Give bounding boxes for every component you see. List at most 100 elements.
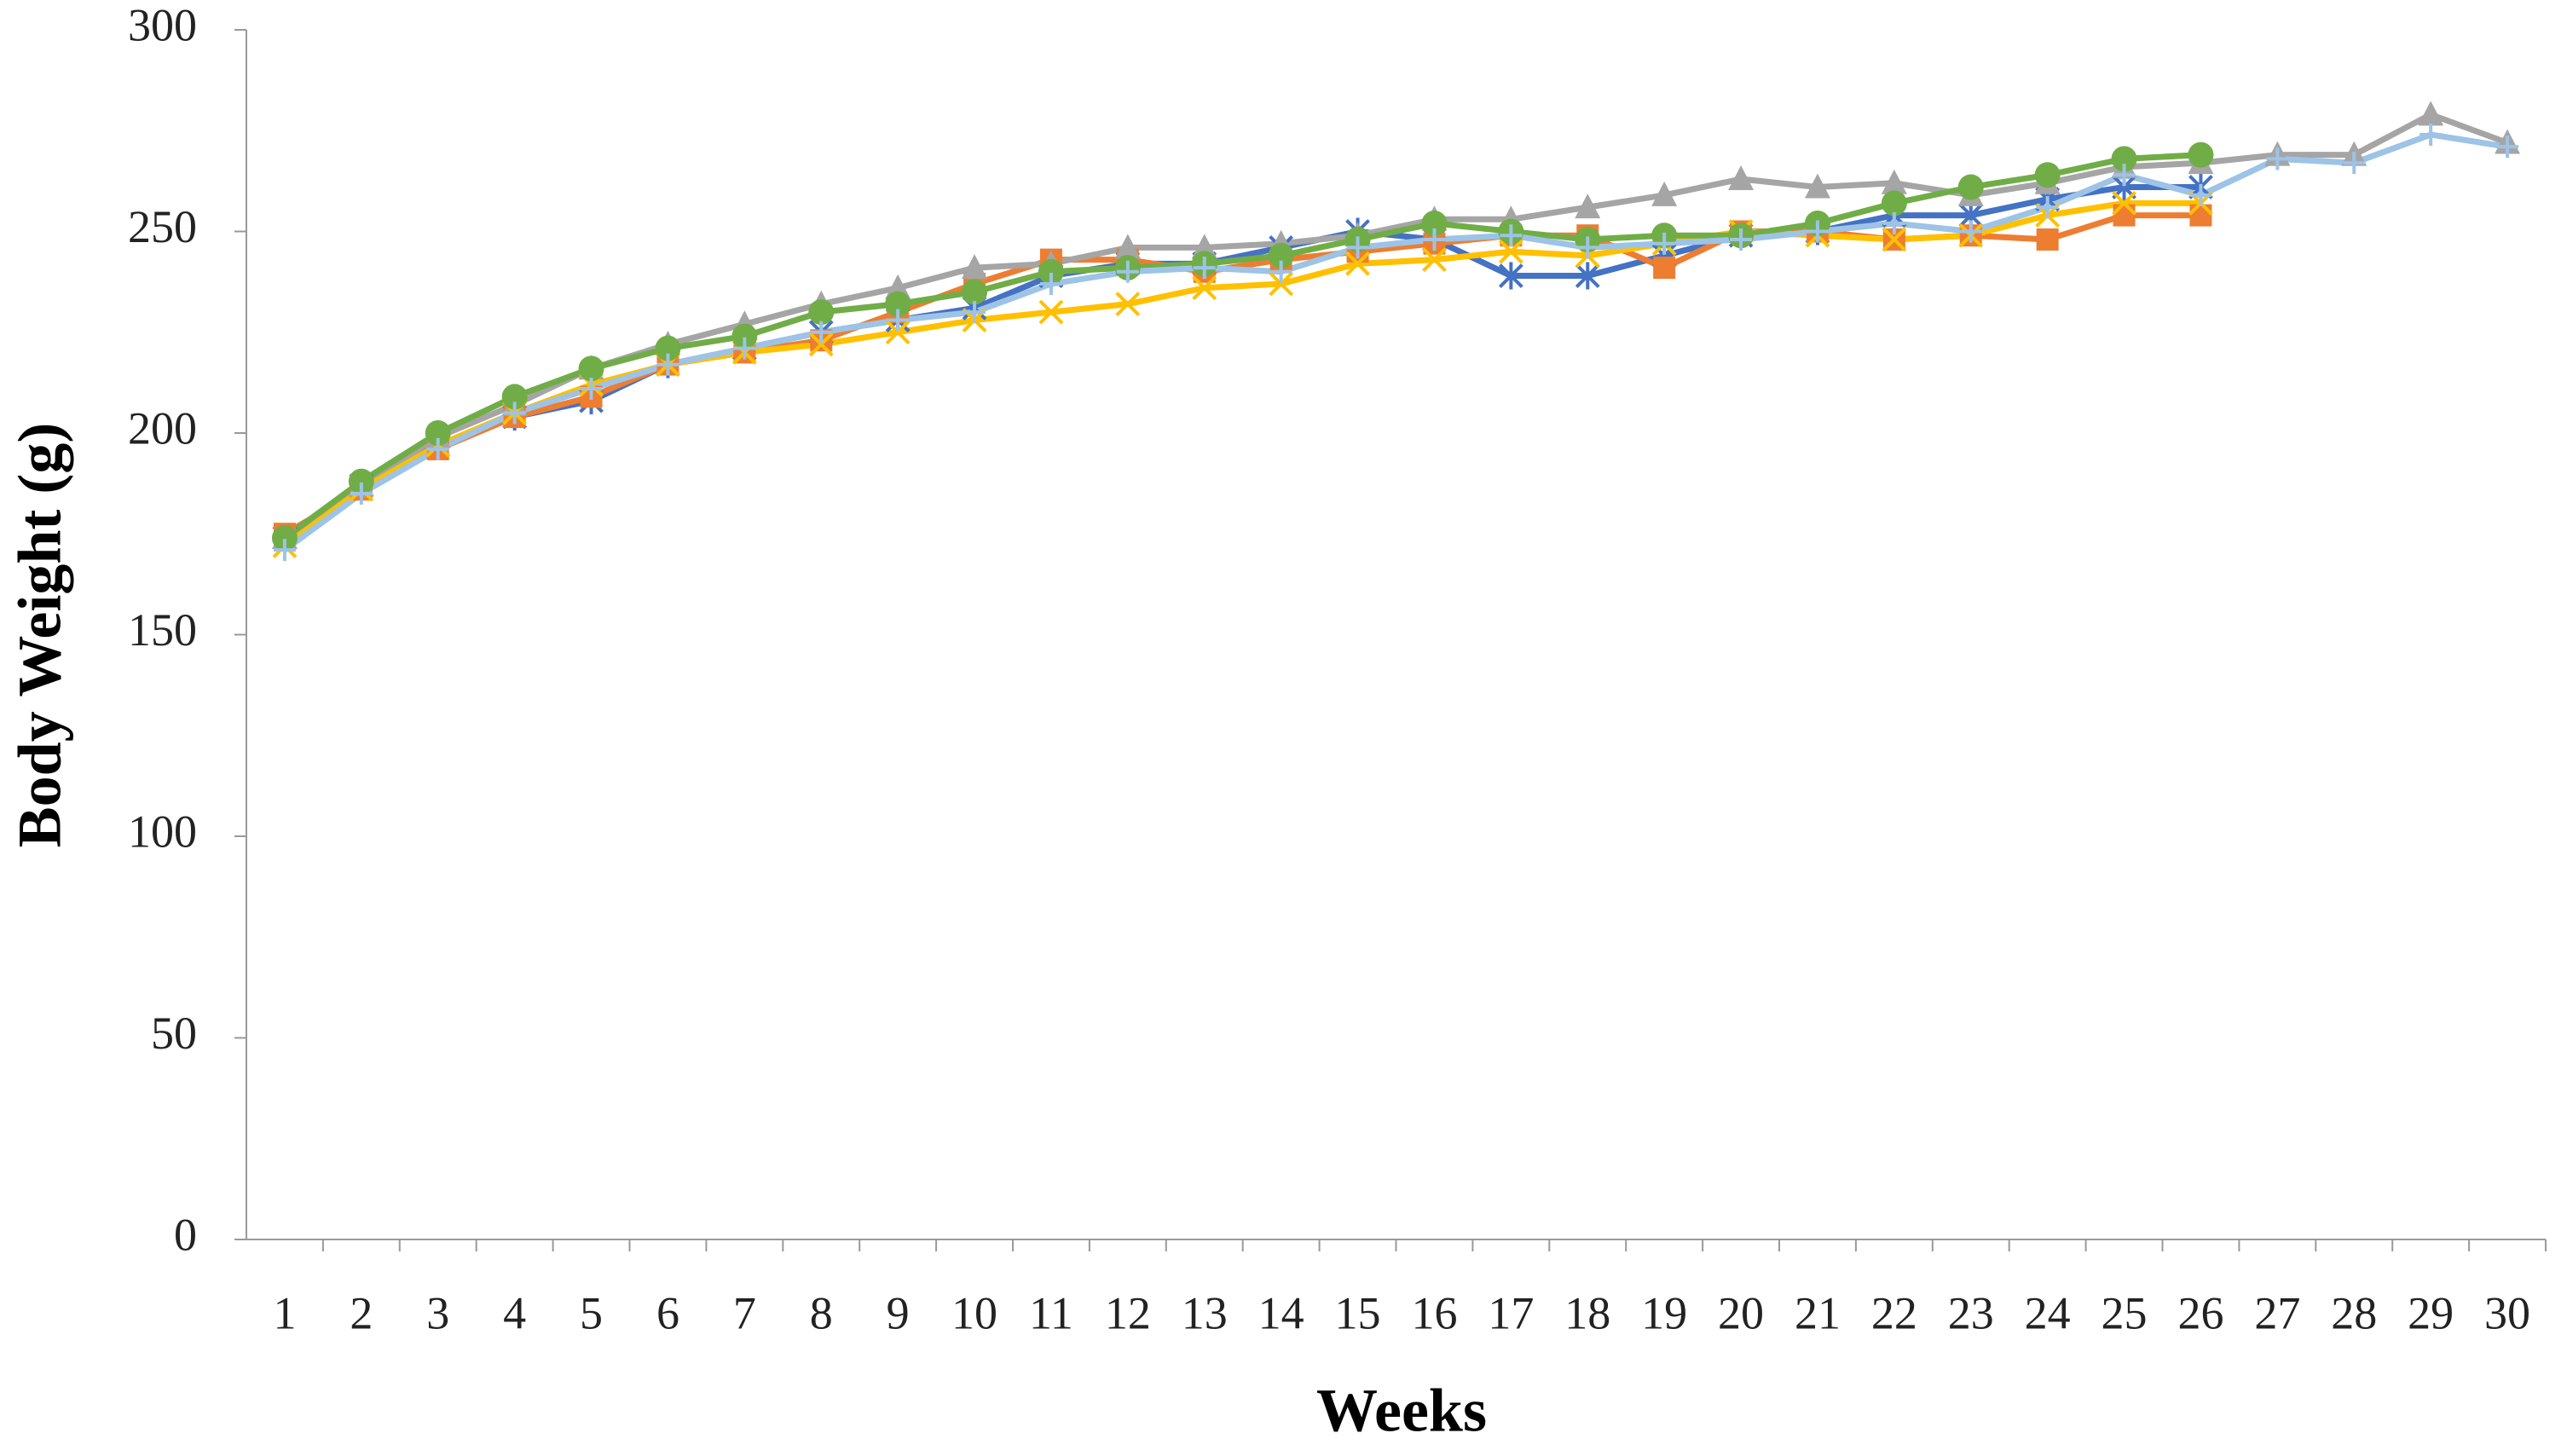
- marker: [2036, 228, 2059, 251]
- marker: [1806, 220, 1829, 243]
- marker: [1653, 257, 1676, 280]
- marker: [808, 299, 835, 326]
- marker: [503, 402, 526, 425]
- x-axis-title: Weeks: [1316, 1377, 1487, 1445]
- x-tick-label: 7: [733, 1287, 756, 1338]
- marker: [810, 321, 833, 344]
- marker: [2113, 164, 2136, 187]
- marker: [655, 335, 681, 361]
- marker: [1116, 260, 1139, 283]
- marker: [2343, 152, 2366, 175]
- marker: [1728, 165, 1755, 191]
- marker: [2189, 183, 2212, 206]
- x-tick-label: 5: [580, 1287, 603, 1338]
- x-tick-label: 29: [2408, 1287, 2454, 1338]
- x-tick-label: 26: [2177, 1287, 2223, 1338]
- marker: [1651, 181, 1678, 206]
- marker: [2496, 136, 2519, 159]
- marker: [1346, 236, 1369, 259]
- y-tick-label: 0: [174, 1209, 197, 1260]
- y-tick-label: 100: [128, 806, 197, 857]
- x-tick-label: 28: [2331, 1287, 2377, 1338]
- marker: [2036, 196, 2059, 219]
- marker: [1882, 212, 1905, 235]
- marker: [2420, 123, 2443, 146]
- x-tick-label: 14: [1258, 1287, 1304, 1338]
- marker: [1804, 173, 1830, 199]
- marker: [1039, 272, 1062, 295]
- marker: [2034, 162, 2061, 188]
- marker: [271, 524, 298, 551]
- x-tick-label: 3: [426, 1287, 449, 1338]
- x-tick-label: 2: [350, 1287, 373, 1338]
- marker: [1653, 232, 1676, 255]
- marker: [1269, 260, 1292, 283]
- marker: [962, 254, 988, 280]
- marker: [2111, 146, 2137, 172]
- x-tick-label: 15: [1335, 1287, 1381, 1338]
- x-tick-label: 11: [1029, 1287, 1073, 1338]
- y-tick-label: 200: [128, 402, 197, 454]
- y-tick-label: 300: [128, 0, 197, 50]
- marker: [1500, 224, 1523, 247]
- marker: [1498, 239, 1523, 264]
- marker: [501, 384, 528, 410]
- x-tick-label: 23: [1948, 1287, 1994, 1338]
- marker: [273, 539, 296, 562]
- marker: [1038, 258, 1064, 285]
- marker: [885, 291, 911, 317]
- x-tick-label: 22: [1871, 1287, 1917, 1338]
- marker: [1730, 228, 1753, 251]
- marker: [1575, 194, 1601, 219]
- x-tick-label: 17: [1488, 1287, 1534, 1338]
- x-tick-label: 12: [1105, 1287, 1151, 1338]
- marker: [1421, 211, 1448, 237]
- marker: [2113, 204, 2136, 227]
- marker: [2188, 142, 2214, 168]
- series-line: [282, 199, 2201, 549]
- marker: [426, 437, 449, 460]
- marker: [580, 377, 603, 400]
- x-tick-label: 1: [273, 1287, 296, 1338]
- marker: [1422, 247, 1447, 273]
- y-tick-label: 50: [151, 1008, 197, 1059]
- series-line: [282, 152, 2201, 540]
- x-tick-label: 19: [1641, 1287, 1687, 1338]
- marker: [2189, 204, 2212, 227]
- x-tick-label: 6: [656, 1287, 679, 1338]
- x-tick-label: 18: [1564, 1287, 1610, 1338]
- marker: [2418, 101, 2444, 126]
- marker: [350, 482, 373, 505]
- marker: [425, 420, 451, 446]
- marker: [1345, 251, 1370, 276]
- marker: [1881, 169, 1907, 194]
- marker: [1498, 262, 1523, 290]
- marker: [1192, 275, 1217, 301]
- marker: [1269, 271, 1294, 297]
- series-line: [282, 183, 2201, 540]
- series-line: [282, 111, 2509, 540]
- x-tick-label: 4: [503, 1287, 526, 1338]
- marker: [962, 279, 988, 305]
- marker: [2266, 147, 2289, 170]
- marker: [733, 337, 756, 360]
- marker: [1191, 234, 1217, 259]
- marker: [1882, 227, 1907, 252]
- marker: [578, 355, 604, 382]
- x-tick-label: 20: [1718, 1287, 1764, 1338]
- x-tick-label: 13: [1182, 1287, 1228, 1338]
- marker: [1576, 236, 1599, 259]
- marker: [1115, 292, 1141, 317]
- marker: [2112, 190, 2136, 216]
- marker: [1193, 257, 1216, 280]
- x-tick-label: 21: [1795, 1287, 1841, 1338]
- y-axis-title: Body Weight (g): [6, 423, 74, 848]
- marker: [885, 320, 911, 345]
- marker: [656, 353, 679, 376]
- marker: [1575, 262, 1600, 290]
- marker: [885, 274, 911, 299]
- x-tick-label: 25: [2102, 1287, 2148, 1338]
- marker: [1957, 174, 1984, 200]
- marker: [1423, 228, 1446, 251]
